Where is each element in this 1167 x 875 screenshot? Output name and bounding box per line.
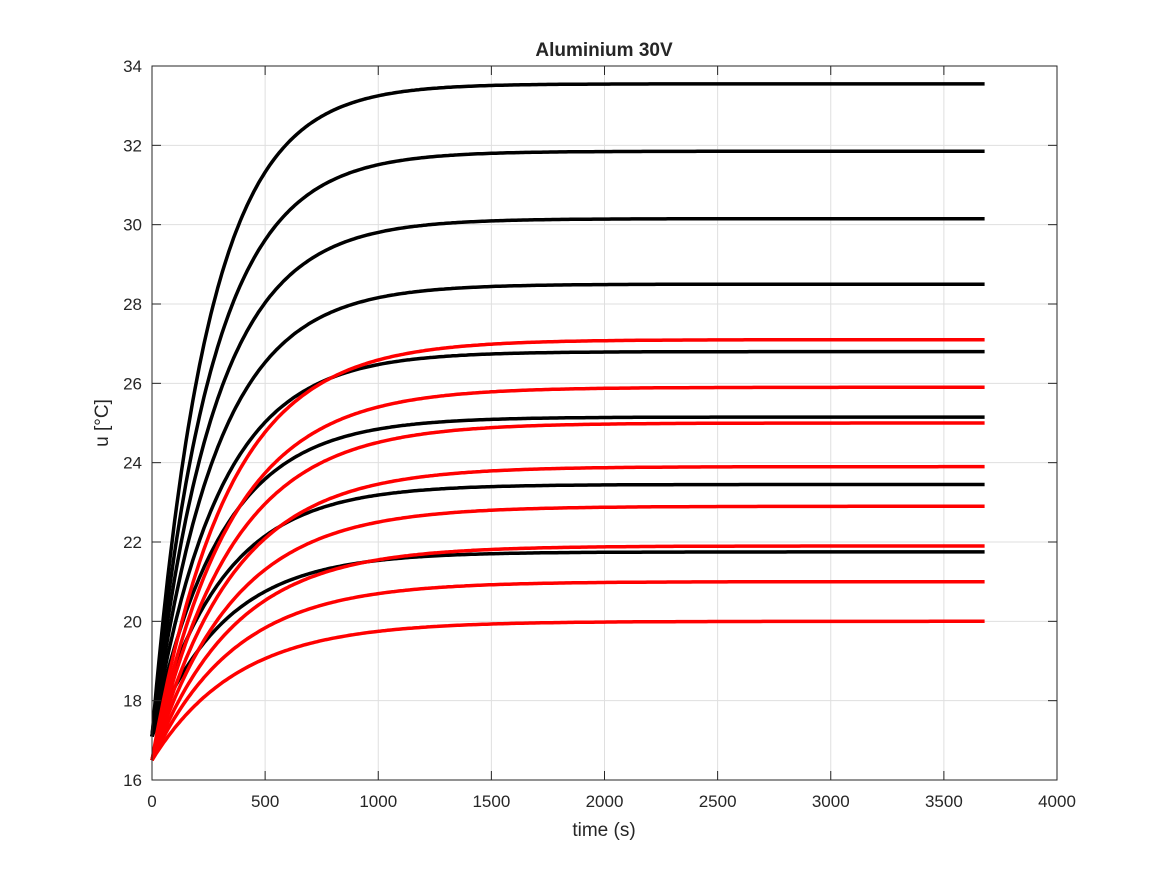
x-tick-label: 2500 [699,792,737,811]
plot-area: 0 500 1000 1500 2000 2500 3000 3500 4000 16 18 20 22… [123,57,1076,811]
model-curve-6 [150,415,985,737]
y-tick-label: 24 [123,454,142,473]
measured-curve-16 [150,619,985,762]
y-tick-label: 22 [123,533,142,552]
measured-curve-13 [150,504,985,761]
x-tick-label: 2000 [586,792,624,811]
x-tick-label: 4000 [1038,792,1076,811]
model-curve-5 [150,349,985,737]
chart-title: Aluminium 30V [535,40,673,61]
measured-curve-15 [150,579,985,761]
model-curve-3 [150,216,985,737]
y-tick-label: 34 [123,57,142,76]
measured-curve-9 [150,337,985,761]
measured-curve-11 [150,421,985,761]
y-tick-label: 30 [123,216,142,235]
x-tick-label: 500 [251,792,279,811]
y-tick-label: 16 [123,771,142,790]
x-tick-label: 0 [147,792,156,811]
model-curve-2 [150,149,985,737]
model-curve-1 [150,82,985,737]
measured-curve-12 [150,464,985,761]
y-tick-label: 32 [123,136,142,155]
data-series [150,82,985,762]
model-curve-8 [150,550,985,738]
model-curve-4 [150,282,985,737]
y-tick-label: 18 [123,692,142,711]
axis-ticks: 0 500 1000 1500 2000 2500 3000 3500 4000 16 18 20 22… [123,57,1076,811]
y-tick-label: 26 [123,374,142,393]
x-tick-label: 1000 [359,792,397,811]
y-tick-label: 20 [123,612,142,631]
x-tick-label: 3500 [925,792,963,811]
y-tick-label: 28 [123,295,142,314]
measured-curve-14 [150,544,985,761]
x-axis-label: time (s) [572,820,635,841]
y-axis-label: u [°C] [92,399,113,447]
x-tick-label: 3000 [812,792,850,811]
measured-curve-10 [150,385,985,761]
x-tick-label: 1500 [472,792,510,811]
